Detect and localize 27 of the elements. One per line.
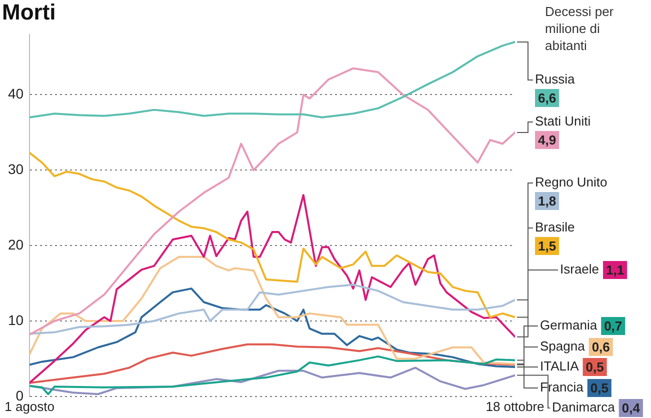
legend-label: Germania [540,318,598,333]
text: 4,9 [538,132,556,148]
text: 0,6 [592,340,610,355]
text: 1,5 [538,238,556,254]
text: 0,5 [590,380,608,396]
y-tick-label: 40 [8,86,24,102]
text: 1,8 [538,194,556,209]
y-tick-label: 20 [8,236,24,252]
y-axis-title: Decessi per milione di abitanti [545,4,614,54]
y-tick-label: 30 [8,161,24,178]
y-tick-label: 10 [8,312,24,328]
chart-title: Morti [2,0,56,24]
text: Russia [535,72,576,87]
text: 0,7 [604,318,622,334]
text: 1,1 [606,262,624,278]
text: 0,4 [622,400,641,416]
text: Regno Unito [535,174,608,190]
legend-label: Danimarca [552,400,616,415]
legend-label: Israele [560,262,600,277]
series-label: Stati Uniti [535,114,591,129]
x-tick-label: 18 ottobre [486,398,544,414]
legend-label: Spagna [540,338,586,354]
text: Brasile [535,220,575,235]
legend-label: ITALIA [540,358,580,374]
text: 0,5 [586,360,604,375]
text: 6,6 [538,90,556,106]
y-tick-label: 0 [16,387,24,404]
